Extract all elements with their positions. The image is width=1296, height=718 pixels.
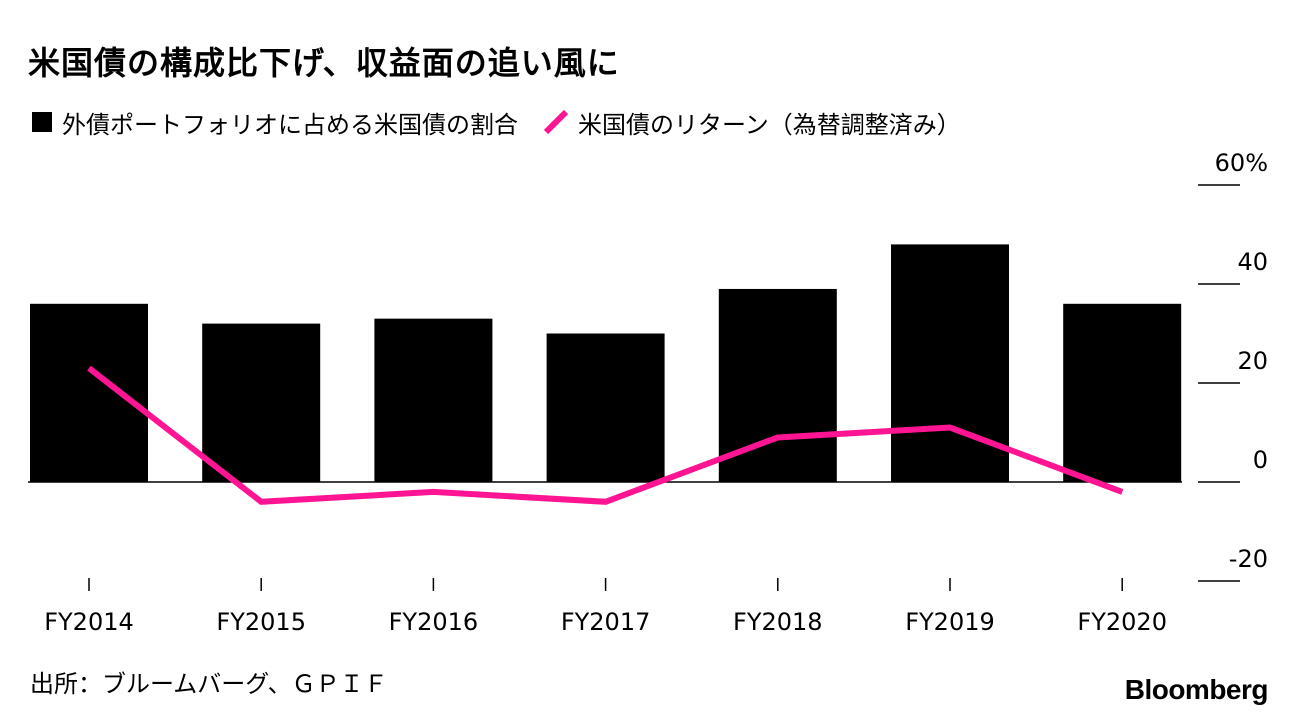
bloomberg-logo: Bloomberg: [1124, 674, 1269, 705]
y-tick-label: 40: [1237, 248, 1268, 276]
x-tick-label: FY2015: [216, 608, 306, 636]
y-tick-label: -20: [1229, 545, 1268, 573]
y-tick-label: 0: [1253, 446, 1268, 474]
x-tick-label: FY2016: [389, 608, 479, 636]
x-tick-label: FY2017: [561, 608, 651, 636]
y-tick-label: 60%: [1215, 149, 1268, 177]
legend: 外債ポートフォリオに占める米国債の割合 米国債のリターン（為替調整済み）: [32, 104, 961, 140]
bar: [1063, 303, 1182, 482]
source-note: 出所：ブルームバーグ、ＧＰＩＦ: [30, 670, 388, 698]
bar: [891, 244, 1009, 482]
x-tick-label: FY2020: [1077, 608, 1167, 636]
legend-bar-label: 外債ポートフォリオに占める米国債の割合: [62, 110, 518, 139]
bar: [202, 323, 321, 482]
legend-bar-swatch: [32, 112, 52, 132]
bar: [30, 303, 148, 482]
legend-line-swatch: [543, 109, 569, 135]
y-tick-label: 20: [1237, 347, 1268, 375]
legend-line-label: 米国債のリターン（為替調整済み）: [578, 110, 961, 139]
bar: [546, 333, 665, 482]
x-tick-label: FY2018: [733, 608, 823, 636]
x-tick-label: FY2014: [44, 608, 134, 636]
bar: [374, 318, 493, 482]
chart-title: 米国債の構成比下げ、収益面の追い風に: [28, 44, 620, 82]
x-tick-label: FY2019: [905, 608, 995, 636]
